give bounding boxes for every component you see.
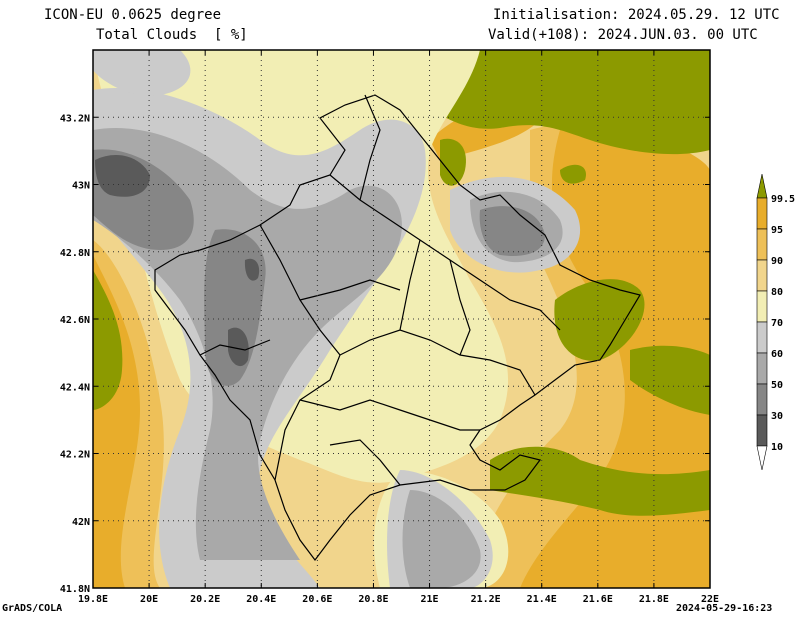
lon-tick-label: 21.6E — [583, 594, 613, 605]
lon-tick-label: 19.8E — [78, 594, 108, 605]
lat-tick-label: 43N — [72, 181, 90, 192]
lon-tick-label: 22E — [701, 594, 719, 605]
colorbar-class — [756, 383, 768, 416]
field-title: Total Clouds [ %] — [96, 27, 248, 43]
lat-tick-label: 42.4N — [60, 382, 90, 393]
colorbar-bottom-arrow — [756, 445, 768, 471]
border-g — [299, 279, 401, 301]
zone-east-olive — [554, 279, 645, 361]
colorbar-label: 80 — [771, 287, 783, 298]
zone-southeast-olive — [490, 446, 710, 516]
lat-tick-label: 43.2N — [60, 113, 90, 124]
colorbar-class — [756, 290, 768, 323]
border-c — [339, 329, 536, 396]
colorbar-class — [756, 197, 768, 230]
lon-tick-label: 21.8E — [639, 594, 669, 605]
lat-tick-label: 42.8N — [60, 248, 90, 259]
borders — [154, 94, 641, 561]
colorbar-class — [756, 228, 768, 261]
colorbar-label: 90 — [771, 256, 783, 267]
cloud-cover-field — [93, 50, 710, 588]
lon-tick-label: 21.2E — [471, 594, 501, 605]
zone-northeast-olive — [435, 50, 710, 155]
lat-tick-label: 42.6N — [60, 315, 90, 326]
axis-ticks: 19.8E 20E 20.2E 20.4E 20.6E 20.8E 21E 21.2E 21.4… — [60, 50, 719, 605]
lon-tick-label: 20.8E — [358, 594, 388, 605]
zone-nw-grey-10 — [95, 155, 150, 197]
border-h — [329, 439, 401, 486]
zone-east-edge-olive — [630, 345, 710, 415]
lat-tick-label: 42N — [72, 517, 90, 528]
colorbar-label: 50 — [771, 380, 783, 391]
zone-w-grey-10a — [244, 258, 260, 281]
zone-south-grey-50 — [402, 490, 481, 588]
colorbar-label: 10 — [771, 442, 783, 453]
zone-nw-grey-60 — [93, 50, 191, 96]
lon-tick-label: 21E — [421, 594, 439, 605]
zone-patch-olive — [560, 164, 586, 184]
zone-w-grey-10b — [228, 327, 249, 367]
colorbar-label: 30 — [771, 411, 783, 422]
lat-tick-label: 42.2N — [60, 450, 90, 461]
lat-tick-label: 41.8N — [60, 584, 90, 595]
valid-time-label: Valid(+108): 2024.JUN.03. 00 UTC — [488, 27, 758, 43]
lon-tick-label: 20.2E — [190, 594, 220, 605]
grads-credit: GrADS/COLA — [2, 603, 63, 614]
render-timestamp: 2024-05-29-16:23 — [676, 603, 773, 614]
initialisation-label: Initialisation: 2024.05.29. 12 UTC — [493, 7, 780, 23]
colorbar-label: 95 — [771, 225, 783, 236]
colorbar-class — [756, 352, 768, 385]
colorbar-class — [756, 414, 768, 447]
border-j — [359, 94, 381, 201]
colorbar-class — [756, 259, 768, 292]
lon-tick-label: 20.4E — [246, 594, 276, 605]
zone-ne-grey-30 — [479, 206, 545, 256]
zone-north-olive — [440, 138, 466, 186]
lon-tick-label: 20E — [140, 594, 158, 605]
colorbar-class — [756, 321, 768, 354]
zone-west-olive — [93, 270, 123, 410]
lon-tick-label: 21.4E — [527, 594, 557, 605]
colorbar-label: 60 — [771, 349, 783, 360]
border-d — [299, 399, 480, 431]
model-title: ICON-EU 0.0625 degree — [44, 7, 222, 23]
colorbar-label: 99.5 — [771, 194, 795, 205]
legend-colorbar: 99.5 95 90 80 70 60 50 30 10 — [756, 173, 795, 471]
colorbar-top-arrow — [756, 173, 768, 199]
colorbar-label: 70 — [771, 318, 783, 329]
border-i — [199, 339, 271, 356]
border-f — [449, 259, 471, 356]
lon-tick-label: 20.6E — [302, 594, 332, 605]
border-e — [399, 239, 421, 331]
